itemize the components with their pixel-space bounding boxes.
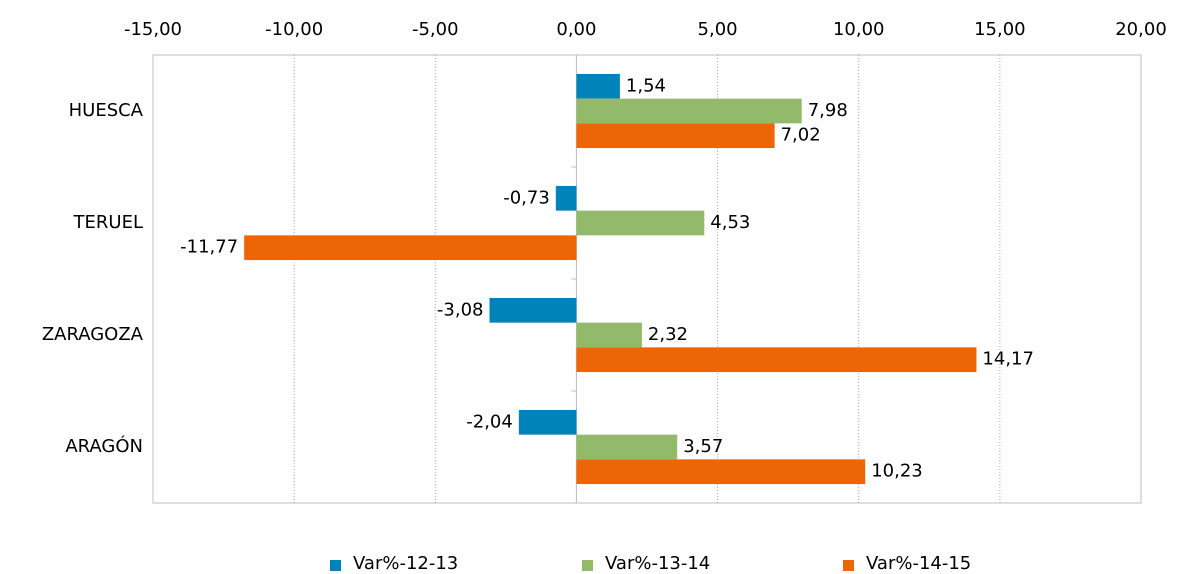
legend-swatch [843, 560, 854, 571]
value-label: -2,04 [466, 411, 513, 432]
value-label: 2,32 [648, 324, 688, 345]
bar [576, 434, 678, 460]
legend-label: Var%-13-14 [605, 553, 710, 574]
category-label: HUESCA [69, 100, 144, 121]
bar [576, 459, 866, 485]
x-tick-label: -5,00 [412, 19, 459, 40]
bar [489, 297, 577, 323]
legend-label: Var%-14-15 [866, 553, 971, 574]
x-tick-label: 20,00 [1115, 19, 1167, 40]
category-label: TERUEL [73, 212, 143, 233]
x-tick-label: 0,00 [556, 19, 596, 40]
x-tick-label: 15,00 [974, 19, 1026, 40]
bar [244, 235, 577, 261]
value-label: 10,23 [871, 461, 923, 482]
value-label: 14,17 [982, 349, 1034, 370]
bar [576, 347, 977, 373]
bar [576, 123, 775, 149]
x-tick-label: 5,00 [698, 19, 738, 40]
legend-swatch [582, 560, 593, 571]
value-label: 1,54 [626, 75, 666, 96]
plot-border [152, 54, 1142, 504]
value-label: -0,73 [503, 187, 550, 208]
bar [576, 73, 620, 99]
value-label: 3,57 [683, 436, 723, 457]
bar [576, 98, 802, 124]
value-label: 4,53 [710, 212, 750, 233]
x-tick-label: -10,00 [265, 19, 323, 40]
value-label: -11,77 [180, 237, 238, 258]
category-label: ZARAGOZA [42, 324, 144, 345]
x-tick-label: 10,00 [833, 19, 885, 40]
x-tick-label: -15,00 [124, 19, 182, 40]
value-label: -3,08 [437, 299, 484, 320]
value-label: 7,98 [808, 100, 848, 121]
category-label: ARAGÓN [65, 435, 143, 457]
value-label: 7,02 [781, 125, 821, 146]
legend-label: Var%-12-13 [353, 553, 458, 574]
bar [576, 322, 642, 348]
bar [555, 185, 577, 211]
legend-swatch [330, 560, 341, 571]
bar [518, 409, 577, 435]
bar [576, 210, 705, 236]
